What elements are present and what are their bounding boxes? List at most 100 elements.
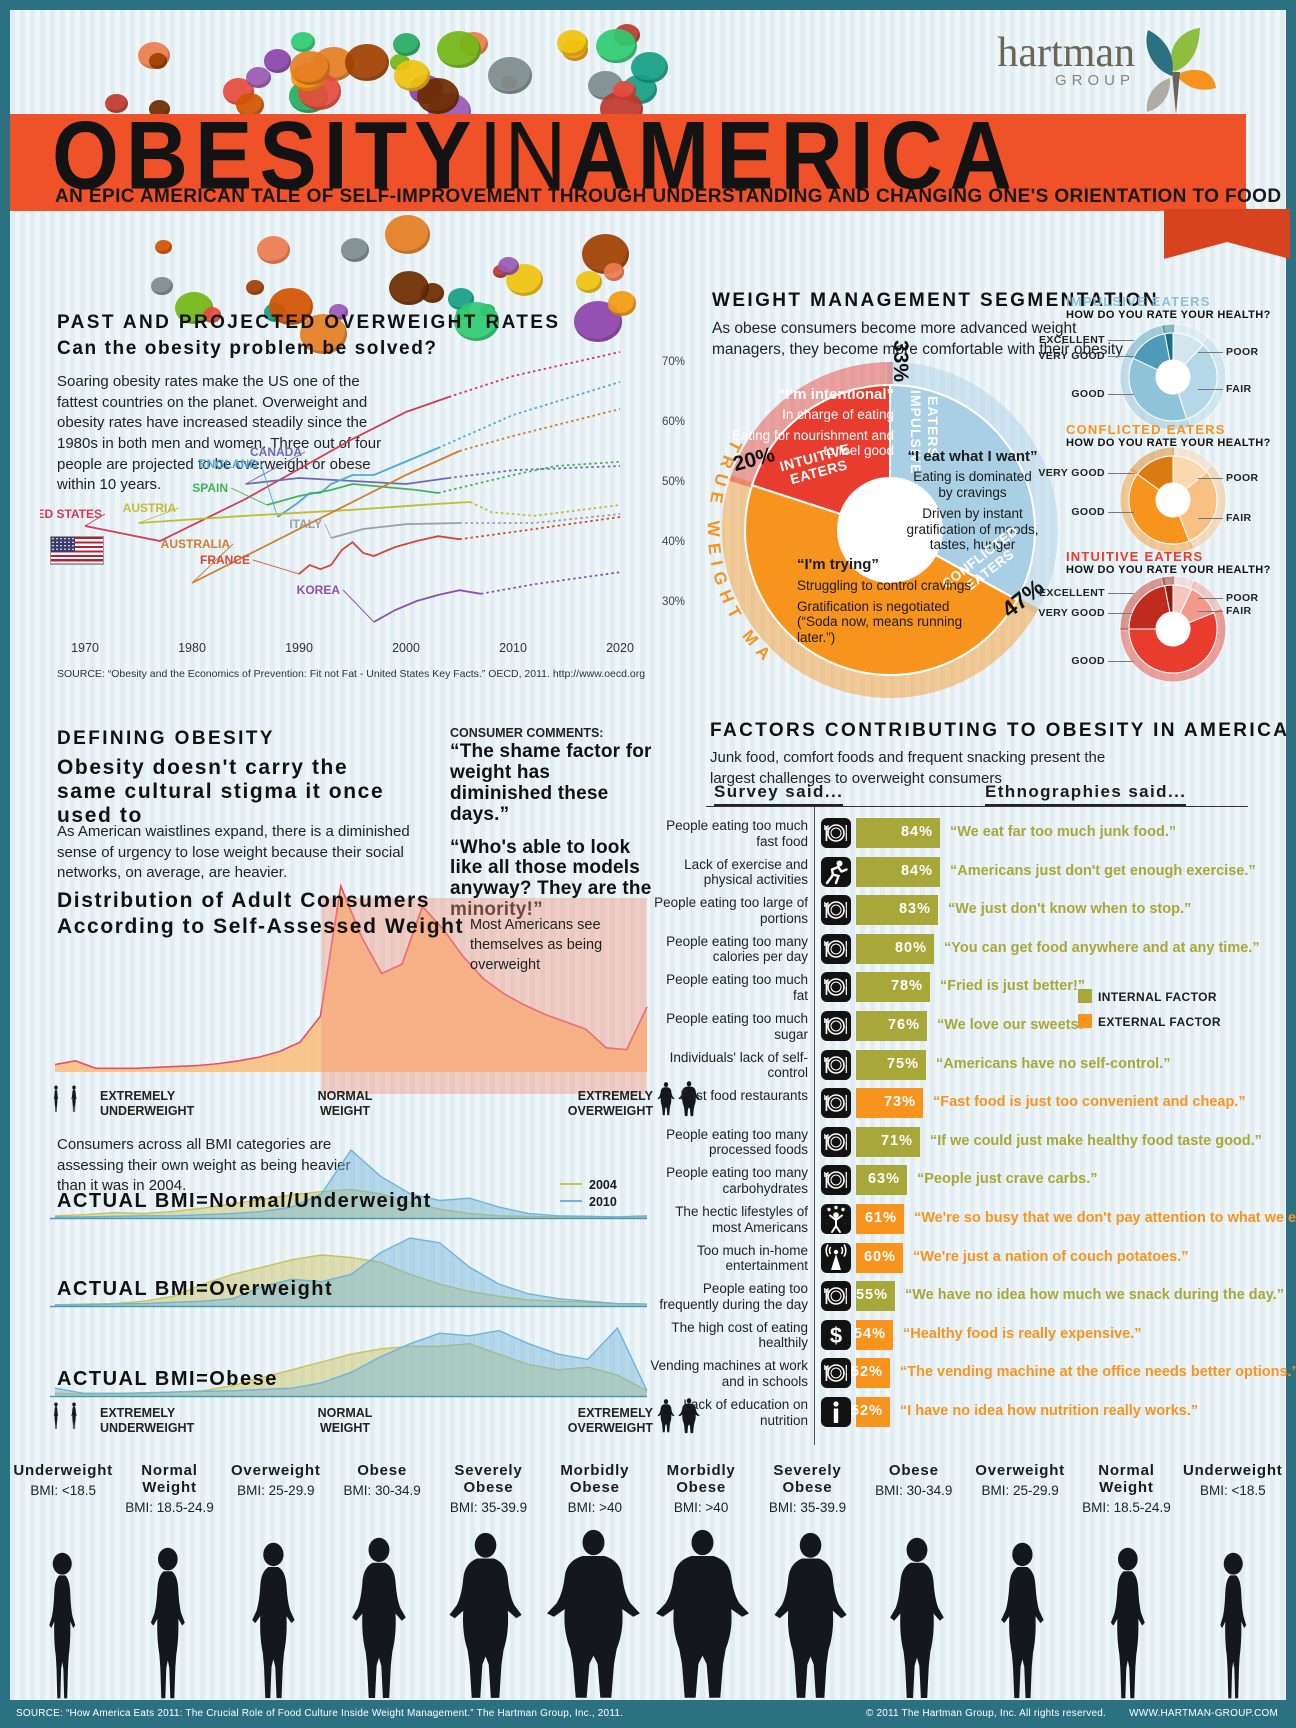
svg-text:1980: 1980 bbox=[178, 641, 206, 655]
bmi-scale-cell: Morbidly Obese BMI: >40 bbox=[542, 1462, 648, 1522]
bmi-scale-cell: Normal Weight BMI: 18.5-24.9 bbox=[116, 1462, 222, 1522]
factor-bar: 75% bbox=[856, 1049, 926, 1080]
country-label-england: ENGLAND bbox=[199, 457, 259, 471]
factors-col1: Survey said... bbox=[714, 782, 844, 806]
comment-quote-1: “The shame factor for weight has diminis… bbox=[450, 741, 652, 825]
bmi-scale-cell: Obese BMI: 30-34.9 bbox=[329, 1462, 435, 1522]
rates-subheading: Can the obesity problem be solved? bbox=[57, 338, 438, 359]
factor-quote: “You can get food anywhere and at any ti… bbox=[944, 939, 1260, 956]
factor-label: Individuals' lack of self-control bbox=[669, 1049, 808, 1081]
bmi-class-name: Obese bbox=[357, 1462, 408, 1479]
food-item-blob bbox=[384, 215, 430, 254]
food-item-blob bbox=[137, 41, 170, 70]
factor-bar: 60% bbox=[856, 1242, 903, 1273]
intuitive-text: “I'm intentional” In charge of eating Ea… bbox=[731, 386, 894, 459]
body-silhouette-morbidly-obese bbox=[547, 1529, 641, 1698]
factor-bar: 80% bbox=[856, 933, 934, 964]
factor-percent: 83% bbox=[898, 901, 931, 918]
factor-label: People eating too much fat bbox=[666, 972, 808, 1003]
factor-quote: “We eat far too much junk food.” bbox=[950, 824, 1177, 840]
bmi-class-name: Severely Obese bbox=[773, 1462, 842, 1496]
factor-quote: “I have no idea how nutrition really wor… bbox=[900, 1403, 1199, 1419]
footer-bar: SOURCE: “How America Eats 2011: The Cruc… bbox=[10, 1700, 1286, 1728]
plate-icon bbox=[820, 971, 852, 1003]
bmi-legend: 2004 2010 bbox=[560, 1178, 617, 1209]
axis-extremely-underweight: EXTREMELY UNDERWEIGHT bbox=[100, 1089, 195, 1118]
food-item-blob bbox=[222, 78, 254, 105]
factor-quote: “Healthy food is really expensive.” bbox=[903, 1325, 1142, 1342]
body-silhouette-obese bbox=[890, 1537, 944, 1698]
country-label-united-states: UNITED STATES bbox=[40, 507, 102, 521]
food-item-blob bbox=[291, 32, 315, 53]
factor-label: People eating too frequently during the … bbox=[659, 1281, 808, 1312]
factor-percent: 54% bbox=[853, 1325, 886, 1342]
bmi-chart-label-0: ACTUAL BMI=Normal/Underweight bbox=[57, 1190, 432, 1212]
food-item-blob bbox=[290, 51, 330, 85]
thin-people-icon bbox=[48, 1081, 82, 1117]
food-item-blob bbox=[573, 301, 622, 342]
external-factor-label: EXTERNAL FACTOR bbox=[1098, 1015, 1221, 1029]
food-item-blob bbox=[393, 33, 421, 57]
food-item-blob bbox=[291, 62, 325, 92]
plate-icon bbox=[820, 1126, 852, 1158]
factor-bar: 63% bbox=[856, 1165, 907, 1196]
silhouette-cell bbox=[970, 1542, 1075, 1702]
distribution-axis: EXTREMELY UNDERWEIGHT NORMAL WEIGHT EXTREM… bbox=[0, 1081, 700, 1125]
bmi-chart-overweight bbox=[40, 1230, 655, 1310]
food-item-blob bbox=[341, 238, 369, 263]
food-item-blob bbox=[421, 282, 445, 303]
body-silhouette-normal-weight bbox=[1110, 1547, 1145, 1699]
factor-percent: 73% bbox=[883, 1094, 916, 1111]
footer-source: SOURCE: “How America Eats 2011: The Cruc… bbox=[16, 1708, 624, 1719]
svg-text:50%: 50% bbox=[662, 476, 685, 488]
factor-bar: 84% bbox=[856, 856, 940, 887]
factor-quote: “Fried is just better!” bbox=[940, 978, 1086, 995]
segmentation-body: As obese consumers become more advanced … bbox=[712, 320, 1123, 359]
bmi-class-range: BMI: 25-29.9 bbox=[981, 1483, 1059, 1498]
axis-extremely-overweight: EXTREMELY OVERWEIGHT bbox=[567, 1406, 653, 1435]
footer-url[interactable]: WWW.HARTMAN-GROUP.COM bbox=[1129, 1708, 1278, 1719]
page-title: OBESITYINAMERICA bbox=[52, 108, 1242, 204]
factors-legend: INTERNAL FACTOR EXTERNAL FACTOR bbox=[1078, 988, 1221, 1031]
juggler-icon bbox=[820, 1203, 852, 1235]
hartman-logo: hartman GROUP bbox=[905, 32, 1135, 89]
food-item-blob bbox=[487, 57, 532, 95]
obese-person-icon bbox=[678, 1081, 700, 1117]
silhouette-cell bbox=[10, 1552, 115, 1702]
country-label-spain: SPAIN bbox=[192, 481, 228, 495]
country-label-italy: ITALY bbox=[289, 517, 322, 531]
food-item-blob bbox=[150, 276, 173, 296]
segmentation-donut-chart: TRUE WEIGHT MANAGERS bbox=[635, 330, 1145, 755]
factor-quote: “We're so busy that we don't pay attenti… bbox=[914, 1210, 1296, 1226]
bmi-class-range: BMI: 35-39.9 bbox=[449, 1500, 528, 1515]
factors-col2: Ethnographies said... bbox=[985, 782, 1187, 806]
bmi-class-range: BMI: >40 bbox=[567, 1500, 622, 1515]
factor-bar: 71% bbox=[856, 1126, 920, 1157]
defining-subheading: Obesity doesn't carry the same cultural … bbox=[57, 756, 385, 828]
factor-label: Lack of exercise and physical activities bbox=[684, 856, 808, 888]
thin-person-icon bbox=[53, 1402, 59, 1429]
factor-quote: “We just don't know when to stop.” bbox=[948, 901, 1192, 918]
bmi-class-range: BMI: 30-34.9 bbox=[343, 1483, 421, 1498]
country-label-france: FRANCE bbox=[200, 553, 250, 567]
bmi-scale-cell: Overweight BMI: 25-29.9 bbox=[967, 1462, 1073, 1522]
silhouette-cell bbox=[539, 1529, 648, 1702]
bmi-class-range: BMI: <18.5 bbox=[30, 1483, 96, 1498]
plate-icon bbox=[820, 894, 852, 926]
factor-label: The hectic lifestyles of most Americans bbox=[675, 1204, 808, 1235]
bmi-class-range: BMI: 18.5-24.9 bbox=[125, 1500, 214, 1515]
factor-percent: 84% bbox=[900, 824, 933, 840]
obese-person-icon bbox=[657, 1082, 675, 1116]
bmi-chart-label-1: ACTUAL BMI=Overweight bbox=[57, 1278, 334, 1300]
silhouette-cell bbox=[221, 1542, 326, 1702]
info-icon bbox=[820, 1396, 852, 1428]
plate-icon bbox=[820, 1010, 852, 1042]
axis-extremely-overweight: EXTREMELY OVERWEIGHT bbox=[567, 1089, 653, 1118]
distribution-annotation: Most Americans see themselves as being o… bbox=[470, 917, 603, 973]
bmi-class-name: Underweight bbox=[13, 1462, 113, 1479]
factor-bar: 84% bbox=[856, 818, 940, 848]
impulsive-text: “I eat what I want” Eating is dominated … bbox=[906, 448, 1039, 553]
factor-percent: 52% bbox=[850, 1364, 883, 1381]
factor-label: Too much in-home entertainment bbox=[696, 1242, 808, 1274]
svg-text:70%: 70% bbox=[662, 356, 685, 368]
